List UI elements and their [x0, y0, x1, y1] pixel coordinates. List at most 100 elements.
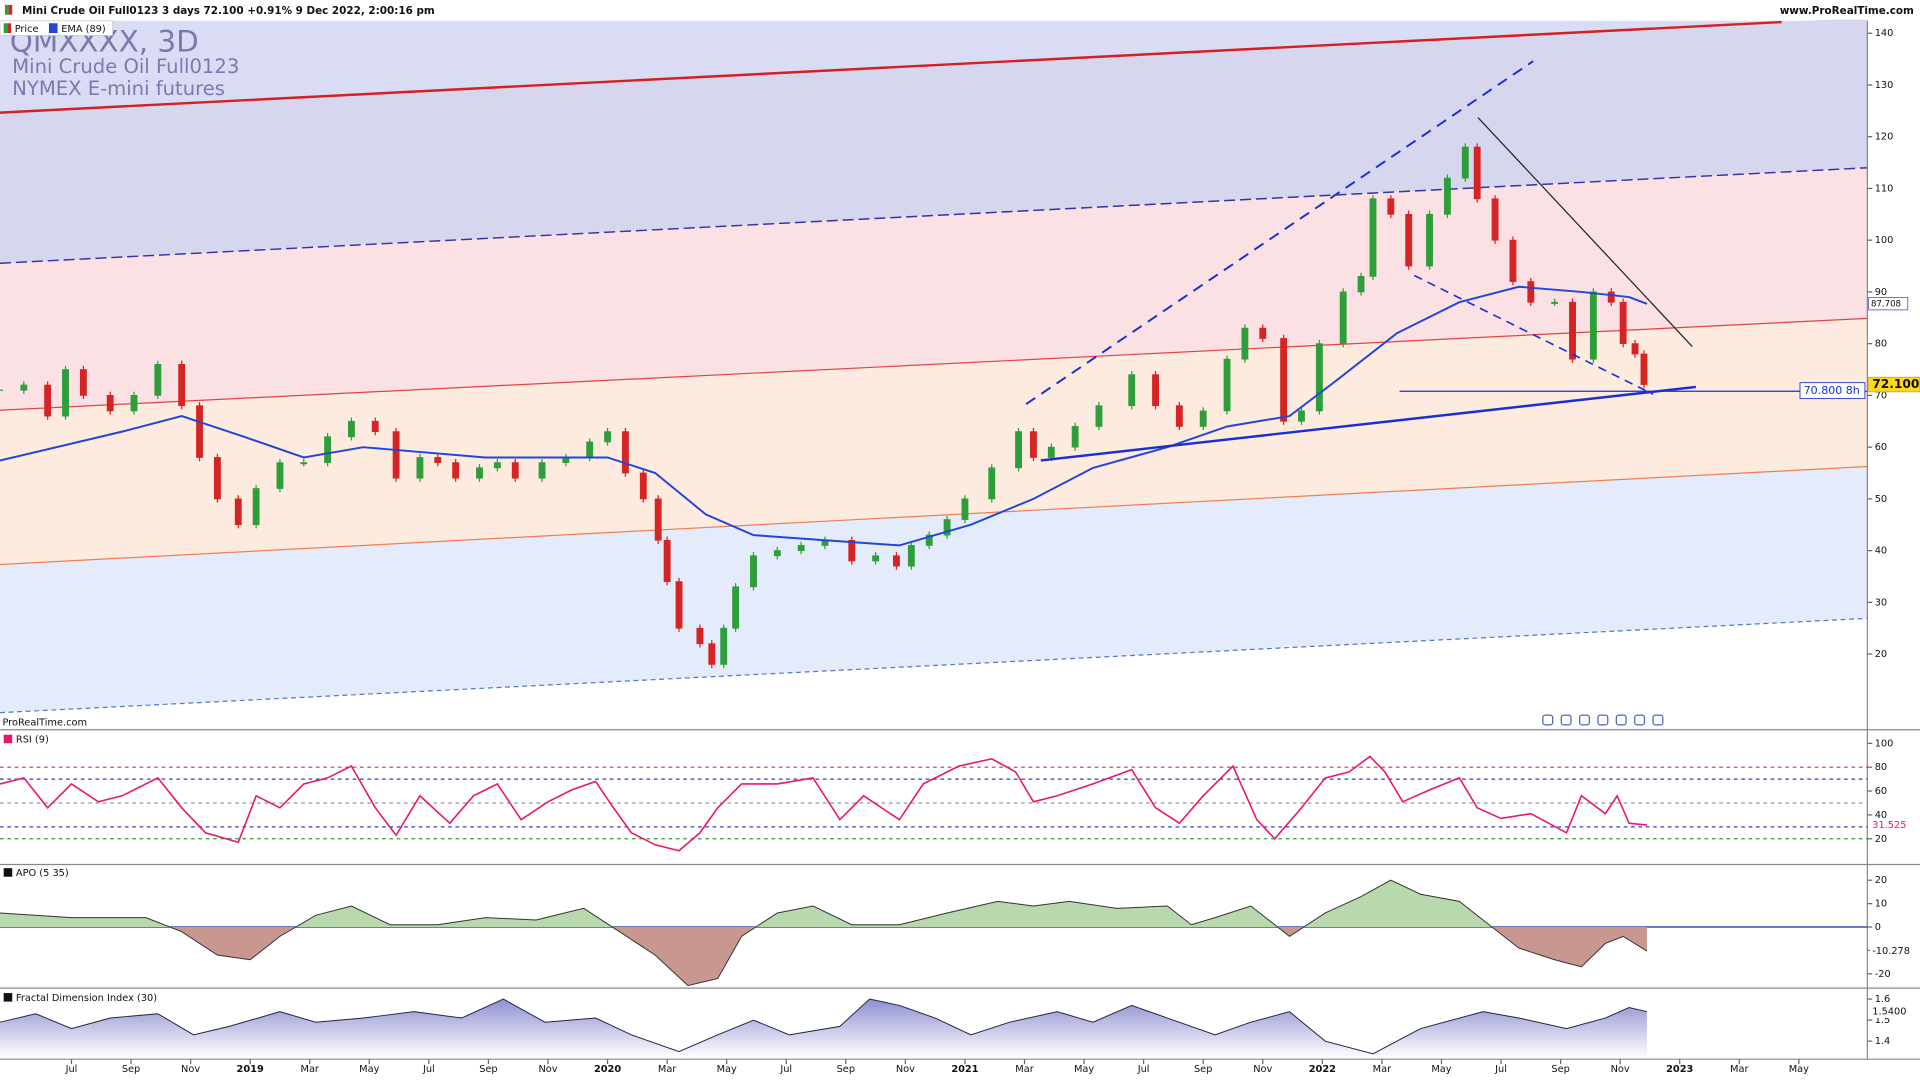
- candle: [732, 586, 740, 629]
- candle: [872, 555, 880, 562]
- candle: [663, 539, 671, 583]
- candle: [1152, 374, 1159, 407]
- tool-icon[interactable]: [1615, 714, 1627, 726]
- x-tick-label: May: [1431, 1064, 1451, 1075]
- candle: [252, 488, 260, 526]
- candle: [1357, 276, 1365, 293]
- candle: [1315, 343, 1323, 412]
- candle: [348, 420, 355, 438]
- legend-icon-ema: [48, 23, 58, 34]
- candle: [1443, 177, 1451, 215]
- candle: [392, 431, 400, 479]
- candle: [1569, 301, 1576, 360]
- y-tick-label: 110: [1875, 183, 1894, 194]
- indicator-panel: [0, 755, 1868, 852]
- indicator-panel: [0, 998, 1648, 1058]
- last-value-box: [1868, 297, 1909, 311]
- legend-icon-price-up: [3, 23, 8, 34]
- y-tick-label: -20: [1875, 969, 1891, 980]
- legend-icon-apo: [3, 868, 13, 877]
- candle: [1298, 410, 1305, 422]
- trendlines: [1025, 60, 1697, 462]
- x-tick-label: Sep: [122, 1064, 140, 1075]
- header-icon-down: [8, 4, 13, 15]
- tool-icon[interactable]: [1542, 714, 1554, 726]
- last-value-box: [1869, 944, 1914, 958]
- candle: [1551, 301, 1559, 304]
- x-tick-label: Nov: [538, 1064, 557, 1075]
- band-bottom: [0, 618, 1868, 729]
- x-tick-label: Mar: [658, 1064, 677, 1075]
- candle: [797, 545, 805, 551]
- trendline-dashed-up: [1025, 60, 1534, 405]
- candle: [324, 436, 332, 464]
- candle: [234, 498, 242, 526]
- y-tick-label: 20: [1875, 649, 1887, 660]
- x-tick-label: 2019: [237, 1064, 264, 1075]
- footer-brand: ProRealTime.com: [2, 717, 87, 728]
- candle: [476, 467, 483, 479]
- candle: [1199, 410, 1207, 427]
- tool-icon[interactable]: [1578, 714, 1591, 726]
- legend-ema: EMA (89): [61, 24, 105, 35]
- price-layer: [0, 143, 1868, 669]
- y-tick-label: 50: [1875, 494, 1887, 505]
- channel-mid: [0, 317, 1868, 411]
- candle: [196, 405, 203, 458]
- x-tick-label: 2022: [1309, 1064, 1336, 1075]
- candle: [106, 395, 114, 412]
- candle: [1241, 327, 1249, 360]
- candle: [586, 441, 594, 458]
- candle: [1405, 213, 1413, 267]
- x-tick-label: Mar: [301, 1064, 320, 1075]
- candle: [1461, 146, 1469, 179]
- candle: [1640, 353, 1648, 385]
- candle: [893, 555, 900, 567]
- candle: [276, 462, 284, 489]
- candle: [1527, 281, 1535, 303]
- y-tick-label: 120: [1875, 132, 1894, 143]
- watermark-name: Mini Crude Oil Full0123: [12, 55, 239, 78]
- y-tick-label: 30: [1875, 597, 1887, 608]
- y-tick-label: 0: [1875, 922, 1881, 933]
- channel-bands: [0, 17, 1868, 729]
- x-tick-label: Mar: [1015, 1064, 1034, 1075]
- legend-apo: APO (5 35): [16, 868, 69, 879]
- y-tick-label: 40: [1875, 810, 1887, 821]
- candle: [907, 545, 915, 567]
- tool-icon[interactable]: [1597, 714, 1609, 726]
- candle: [1339, 291, 1347, 345]
- candle: [961, 498, 969, 520]
- candle: [130, 395, 138, 412]
- x-tick-label: Mar: [1373, 1064, 1392, 1075]
- candle: [1047, 446, 1055, 458]
- tool-icon[interactable]: [1634, 714, 1646, 726]
- y-tick-label: 80: [1875, 762, 1887, 773]
- x-tick-label: Sep: [479, 1064, 497, 1075]
- candle: [654, 498, 662, 541]
- x-tick-label: Jul: [1137, 1064, 1150, 1075]
- tool-icons: [1542, 714, 1664, 726]
- x-tick-label: 2023: [1666, 1064, 1693, 1075]
- candle: [708, 643, 716, 665]
- candle: [79, 369, 87, 396]
- y-tick-label: 60: [1875, 442, 1887, 453]
- candle: [720, 627, 728, 665]
- last-value-box: [1869, 1005, 1914, 1018]
- header-site[interactable]: www.ProRealTime.com: [1780, 5, 1914, 17]
- x-tick-label: Nov: [896, 1064, 915, 1075]
- candle: [1619, 301, 1627, 345]
- channel-upper: [0, 167, 1868, 264]
- candle: [1128, 374, 1136, 407]
- header-title: Mini Crude Oil Full0123 3 days 72.100 +0…: [22, 5, 435, 17]
- candle: [62, 369, 69, 417]
- x-tick-label: Sep: [1551, 1064, 1569, 1075]
- candle: [1175, 405, 1183, 427]
- x-tick-label: 2021: [951, 1064, 978, 1075]
- tool-icon[interactable]: [1652, 714, 1664, 726]
- tool-icon[interactable]: [1560, 714, 1572, 726]
- x-tick-label: Sep: [837, 1064, 855, 1075]
- candle: [1631, 343, 1639, 355]
- series-line: [0, 998, 1648, 1055]
